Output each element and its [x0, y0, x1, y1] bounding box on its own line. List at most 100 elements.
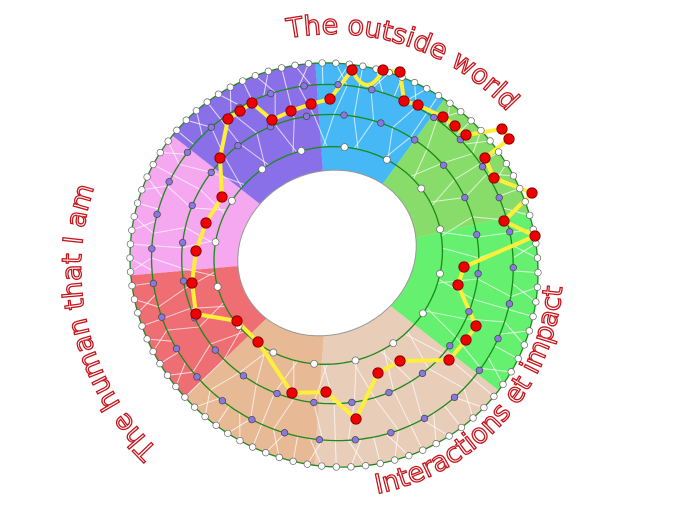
spoke-line [261, 392, 276, 425]
edge-node [532, 298, 540, 306]
spoke-line [220, 119, 241, 145]
edge-node [391, 456, 399, 464]
mid-node [207, 168, 215, 177]
path-node [394, 355, 406, 367]
path-node [285, 105, 297, 117]
path-node [377, 64, 389, 76]
edge-node [156, 360, 164, 368]
edge-node [434, 91, 443, 100]
spoke-line [172, 174, 201, 190]
path-node [246, 97, 258, 109]
spoke-line [227, 418, 251, 434]
spoke-line [350, 438, 362, 467]
path-node [214, 152, 226, 164]
spoke-line [353, 360, 357, 403]
path-node [398, 95, 410, 107]
inner-node [340, 143, 349, 152]
edge-node [173, 126, 181, 134]
mid-node [280, 429, 289, 437]
spoke-line [443, 405, 462, 428]
path-node [305, 98, 317, 110]
inner-node [383, 155, 391, 164]
spoke-line [446, 103, 451, 128]
path-node [222, 113, 234, 125]
path-node [412, 99, 424, 111]
spoke-line [333, 85, 348, 115]
edge-node [520, 341, 528, 349]
spoke-line [499, 330, 530, 335]
spoke-line [507, 308, 534, 318]
spoke-line [441, 153, 473, 164]
edge-node [143, 173, 151, 181]
edge-node [304, 60, 313, 68]
spoke-line [158, 288, 186, 308]
edge-node [303, 460, 311, 468]
mid-node [315, 436, 324, 444]
edge-node [347, 463, 355, 471]
mid-node [495, 194, 503, 202]
spoke-line [256, 133, 266, 168]
mid-node [302, 112, 311, 120]
path-node [252, 336, 264, 348]
spoke-line [153, 164, 173, 176]
spoke-line [153, 226, 186, 234]
spoke-line [498, 188, 520, 197]
spoke-line [209, 372, 240, 391]
path-node [460, 334, 472, 346]
edge-node [203, 98, 211, 106]
spoke-line [265, 432, 286, 454]
edge-node [534, 268, 542, 277]
edge-node [277, 64, 286, 72]
spoke-line [313, 402, 324, 441]
edge-node [499, 380, 507, 389]
edge-node [477, 126, 485, 135]
edge-node [410, 78, 419, 87]
spoke-line [194, 397, 220, 408]
spoke-line [178, 163, 212, 173]
edge-node [156, 148, 164, 157]
spoke-line [494, 345, 519, 360]
edge-node [182, 116, 190, 124]
edge-node [143, 335, 151, 343]
edge-node [516, 184, 524, 193]
spoke-line [272, 398, 295, 430]
mid-node [310, 398, 318, 407]
path-node [503, 133, 515, 145]
mid-node [505, 300, 514, 308]
mid-node [474, 270, 482, 278]
mid-node [239, 372, 248, 380]
spoke-line [385, 433, 410, 457]
spoke-line [199, 189, 225, 215]
edge-node [423, 85, 431, 93]
mid-node [368, 86, 376, 94]
edge-node [529, 312, 537, 321]
edge-node [226, 83, 235, 91]
path-node [488, 172, 500, 184]
spoke-line [394, 430, 400, 461]
edge-node [128, 282, 136, 290]
edge-node [192, 107, 201, 115]
edge-node [224, 429, 232, 438]
spoke-lines [130, 63, 538, 467]
spoke-line [195, 110, 203, 136]
spoke-line [503, 207, 530, 216]
path-node [498, 215, 510, 227]
edge-node [445, 432, 453, 440]
spoke-line [504, 321, 525, 346]
spoke-line [410, 162, 443, 178]
edge-node [130, 212, 138, 221]
edge-node [457, 423, 466, 432]
spoke-line [166, 326, 200, 331]
path-node [443, 354, 455, 366]
edge-node [480, 403, 488, 412]
inner-node [213, 282, 222, 291]
mid-node [461, 193, 469, 202]
spoke-line [292, 118, 295, 154]
inner-node [211, 238, 220, 246]
spoke-line [147, 338, 173, 342]
edge-node [128, 226, 136, 234]
spoke-line [255, 75, 276, 93]
edge-node [239, 77, 247, 85]
mid-node [248, 415, 256, 424]
